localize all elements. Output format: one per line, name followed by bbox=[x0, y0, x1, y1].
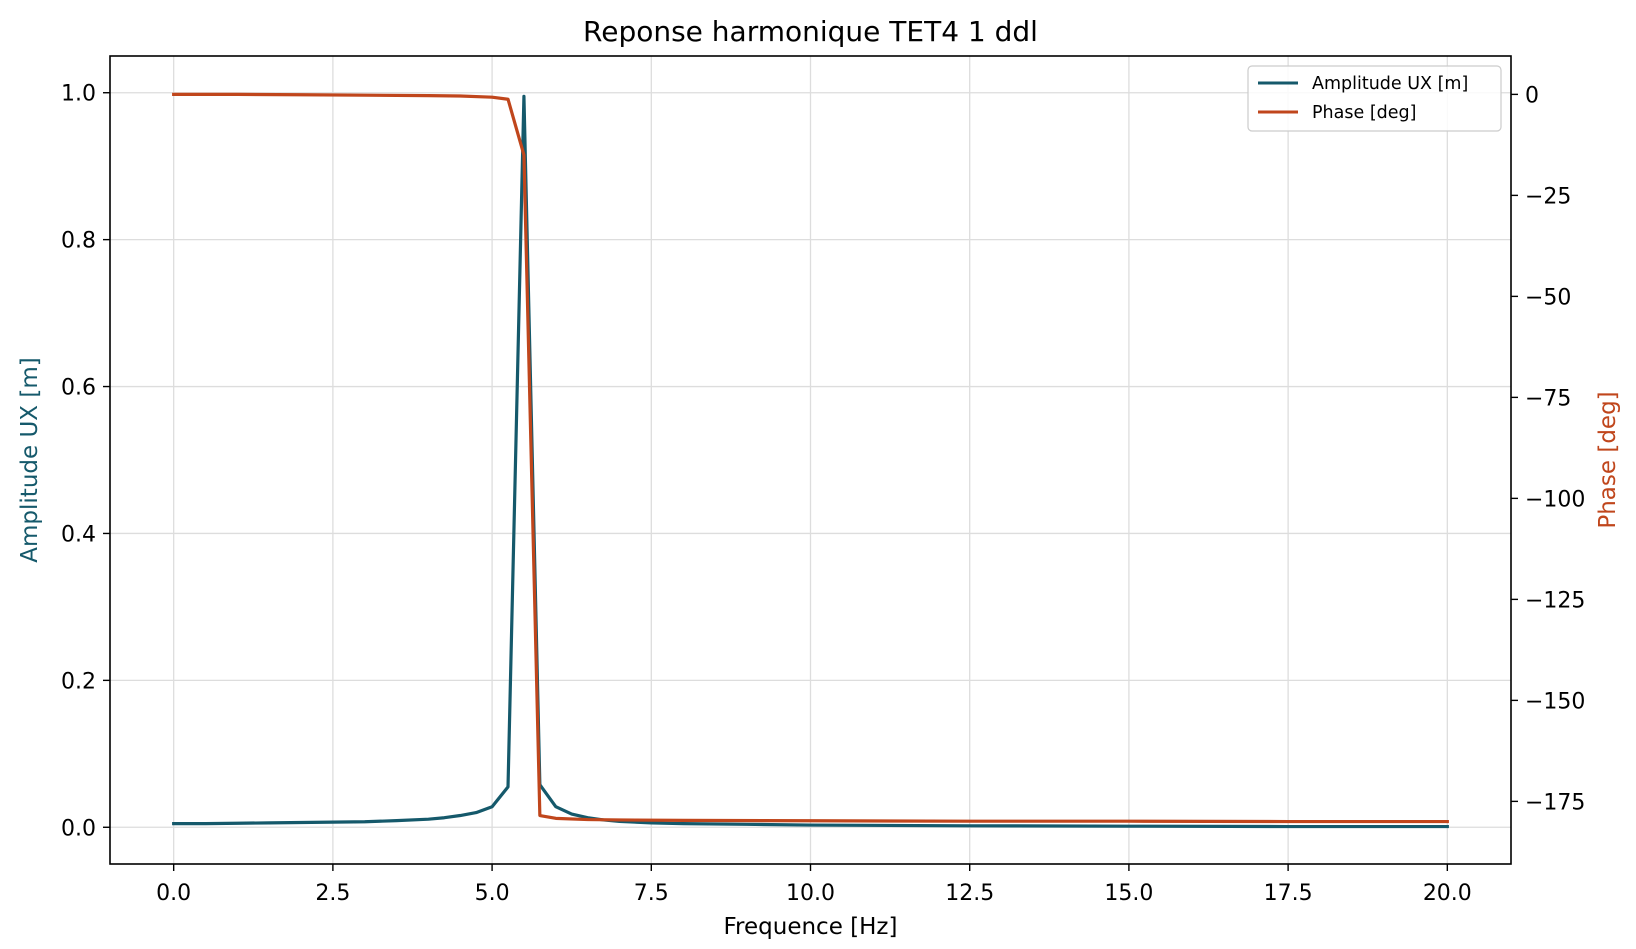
right-y-tick-label: −125 bbox=[1525, 588, 1585, 613]
x-tick-label: 20.0 bbox=[1423, 881, 1472, 906]
left-y-axis-label: Amplitude UX [m] bbox=[17, 357, 43, 562]
legend-label-amplitude: Amplitude UX [m] bbox=[1312, 74, 1468, 94]
legend-box bbox=[1247, 65, 1502, 132]
left-y-tick-label: 0.0 bbox=[61, 816, 96, 841]
x-tick-label: 7.5 bbox=[634, 881, 669, 906]
x-tick-label: 5.0 bbox=[475, 881, 510, 906]
left-y-tick-label: 0.8 bbox=[61, 229, 96, 254]
legend: Amplitude UX [m] Phase [deg] bbox=[1247, 65, 1502, 132]
right-y-tick-label: 0 bbox=[1525, 83, 1539, 108]
right-y-tick-label: −25 bbox=[1525, 184, 1571, 209]
x-axis-label: Frequence [Hz] bbox=[724, 914, 898, 940]
chart-title: Reponse harmonique TET4 1 ddl bbox=[583, 15, 1038, 48]
right-y-tick-label: −50 bbox=[1525, 285, 1571, 310]
right-y-axis-label: Phase [deg] bbox=[1595, 391, 1621, 528]
x-tick-label: 12.5 bbox=[945, 881, 994, 906]
series-line-phase bbox=[172, 92, 1449, 824]
right-y-tick-label: −150 bbox=[1525, 689, 1585, 714]
x-tick-label: 17.5 bbox=[1264, 881, 1313, 906]
x-tick-label: 0.0 bbox=[156, 881, 191, 906]
series-layer bbox=[172, 92, 1449, 829]
left-y-tick-label: 0.6 bbox=[61, 376, 96, 401]
left-y-tick-label: 0.2 bbox=[61, 669, 96, 694]
right-y-tick-label: −75 bbox=[1525, 386, 1571, 411]
x-tick-label: 2.5 bbox=[315, 881, 350, 906]
right-y-tick-label: −100 bbox=[1525, 487, 1585, 512]
left-y-axis-ticks: 0.0 0.2 0.4 0.6 0.8 1.0 bbox=[61, 82, 110, 841]
x-tick-label: 10.0 bbox=[786, 881, 835, 906]
right-y-tick-label: −175 bbox=[1525, 790, 1585, 815]
right-y-axis-ticks: 0 −25 −50 −75 −100 −125 −150 −175 bbox=[1511, 83, 1585, 815]
x-axis-ticks: 0.0 2.5 5.0 7.5 10.0 12.5 15.0 17.5 20.0 bbox=[156, 864, 1472, 906]
left-y-tick-label: 1.0 bbox=[61, 82, 96, 107]
x-tick-label: 15.0 bbox=[1104, 881, 1153, 906]
legend-label-phase: Phase [deg] bbox=[1312, 103, 1416, 123]
left-y-tick-label: 0.4 bbox=[61, 522, 96, 547]
series-line-amplitude bbox=[172, 94, 1449, 829]
